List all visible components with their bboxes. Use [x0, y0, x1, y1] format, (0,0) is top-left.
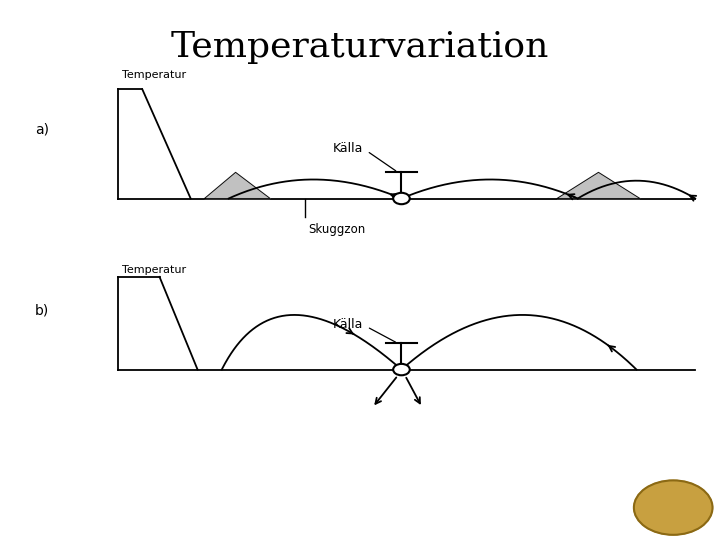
- Text: Temperatur: Temperatur: [122, 70, 186, 80]
- Polygon shape: [118, 277, 197, 369]
- Text: Källa: Källa: [333, 318, 363, 331]
- Circle shape: [393, 364, 410, 375]
- Text: Källa: Källa: [333, 142, 363, 155]
- Text: Lunds Tekniska Högskola: Lunds Tekniska Högskola: [248, 501, 378, 511]
- Circle shape: [634, 481, 713, 535]
- Polygon shape: [118, 89, 191, 199]
- Text: Teknisk Akustik: Teknisk Akustik: [255, 523, 372, 536]
- Polygon shape: [204, 172, 270, 199]
- Text: a): a): [35, 123, 49, 137]
- Text: Temperatur: Temperatur: [122, 265, 186, 275]
- Text: Skuggzon: Skuggzon: [308, 223, 366, 236]
- Text: Temperaturvariation: Temperaturvariation: [171, 30, 549, 64]
- Text: b): b): [35, 303, 50, 317]
- Polygon shape: [557, 172, 640, 199]
- Circle shape: [393, 193, 410, 204]
